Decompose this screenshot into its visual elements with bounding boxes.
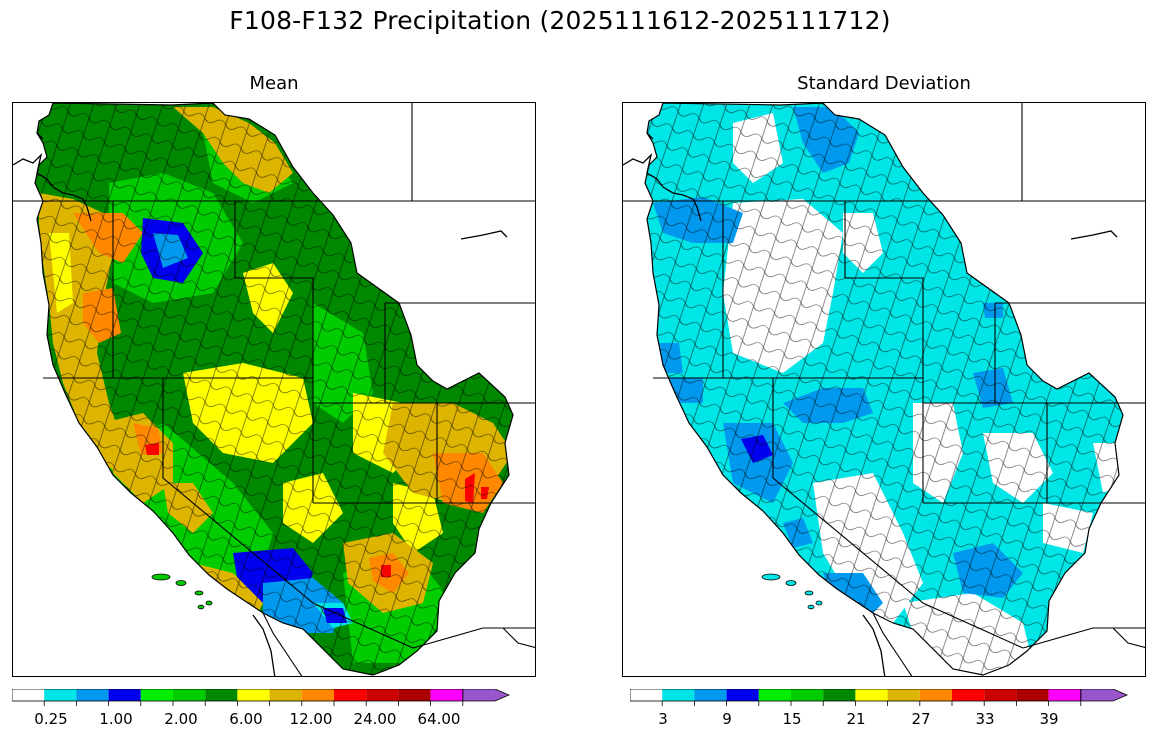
std-boundary [1022,627,1145,649]
std-island [804,590,814,596]
mean-colorbar-segment [173,689,206,701]
mean-tick-label: 2.00 [164,710,198,728]
std-coastline [1070,230,1118,240]
mean-boundary [412,627,535,649]
mean-coastline [36,132,44,140]
std-island [807,604,815,610]
std-tick-label: 33 [975,710,995,728]
mean-colorbar-segment [237,689,270,701]
mean-coastline [13,152,92,222]
std-island [785,580,797,586]
mean-boundary [437,402,535,404]
std-colorbar-segment [1016,689,1049,701]
mean-tick-label: 1.00 [99,710,133,728]
std-coastline [623,152,702,222]
std-colorbar-segment [984,689,1017,701]
mean-island [175,580,187,586]
mean-panel-title: Mean [249,73,299,94]
mean-colorbar-segment [44,689,77,701]
std-colorbar-segment [887,689,920,701]
std-island [761,573,781,581]
std-boundary [772,378,1024,649]
std-tick-label: 21 [846,710,866,728]
mean-colorbar-segment [205,689,238,701]
figure-title: F108-F132 Precipitation (2025111612-2025… [229,6,891,35]
mean-colorbar-segment [108,689,141,701]
std-boundary [872,612,913,676]
std-coastline [646,132,654,140]
std-map[interactable] [622,102,1146,677]
std-boundary [1047,402,1145,404]
std-colorbar-segment [823,689,856,701]
std-colorbar-segment [694,689,727,701]
std-boundary [1112,627,1145,649]
mean-colorbar-segment [398,689,431,701]
std-tick-label: 39 [1039,710,1059,728]
mean-colorbar-segment [430,689,463,701]
std-coastline [862,614,886,676]
std-colorbar-segment [662,689,695,701]
std-tick-label: 9 [722,710,732,728]
std-map-canvas [623,103,1145,676]
mean-boundary [502,627,535,649]
std-boundary [844,201,924,503]
mean-colorbar-segment [301,689,334,701]
std-colorbar-segment [726,689,759,701]
std-tick-label: 3 [658,710,668,728]
mean-island [151,573,171,581]
mean-tick-label: 12.00 [289,710,333,728]
std-colorbar-segment [855,689,888,701]
std-tick-label: 27 [911,710,931,728]
mean-colorbar-segment [366,689,399,701]
std-colorbar-segment [758,689,791,701]
mean-boundary [162,378,414,649]
std-colorbar-segment [919,689,952,701]
std-island [815,600,823,606]
mean-colorbar-segment [12,689,45,701]
std-colorbar-segment [952,689,985,701]
std-colorbar-extend [1080,689,1129,702]
mean-boundary [262,612,303,676]
mean-island [205,600,213,606]
mean-map-canvas [13,103,535,676]
mean-colorbar-segment [269,689,302,701]
mean-tick-label: 0.25 [34,710,68,728]
mean-tick-label: 24.00 [353,710,397,728]
mean-colorbar-extend [462,689,511,702]
mean-island [197,604,205,610]
mean-boundary [234,201,314,503]
mean-colorbar-segment [140,689,173,701]
mean-colorbar-segment [334,689,367,701]
mean-island [194,590,204,596]
mean-map[interactable] [12,102,536,677]
mean-coastline [252,614,276,676]
mean-tick-label: 64.00 [417,710,461,728]
std-colorbar-segment [1048,689,1081,701]
mean-coastline [460,230,508,240]
mean-colorbar [12,689,511,706]
std-colorbar-segment [791,689,824,701]
std-panel-title: Standard Deviation [797,73,971,94]
std-tick-label: 15 [782,710,802,728]
mean-tick-label: 6.00 [229,710,263,728]
std-colorbar [630,689,1129,706]
mean-colorbar-segment [76,689,109,701]
std-colorbar-segment [630,689,663,701]
